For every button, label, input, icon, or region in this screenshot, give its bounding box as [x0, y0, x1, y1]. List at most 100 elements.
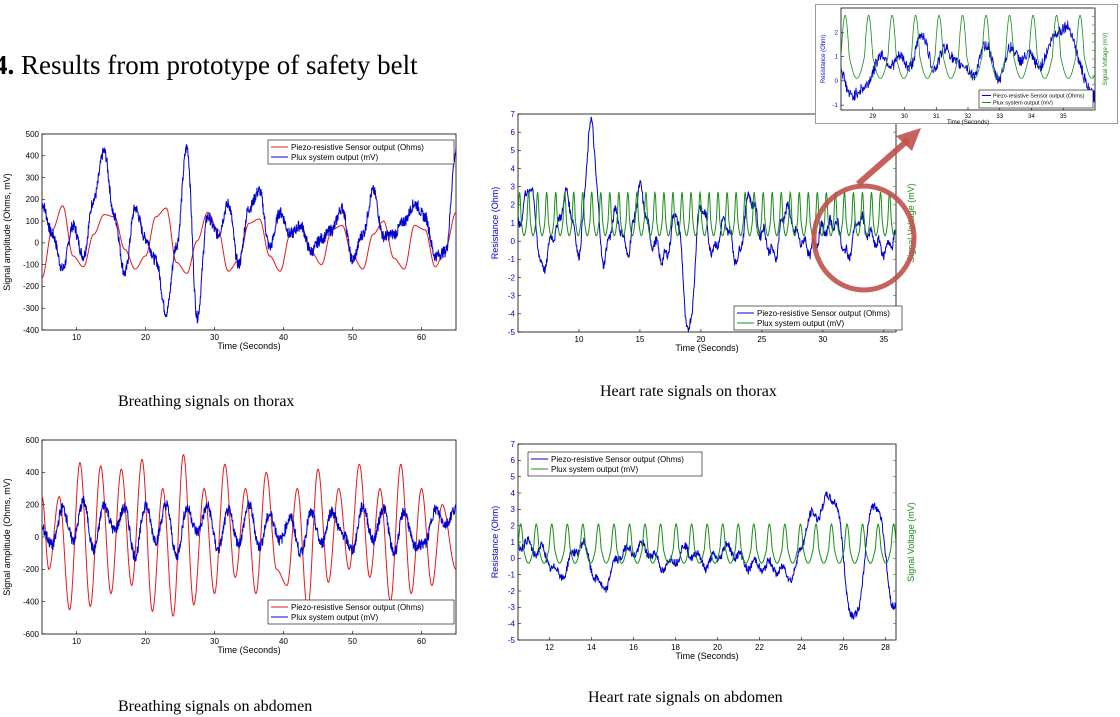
y-axis-label: Resistance (Ohm)	[490, 187, 500, 260]
heart-abdomen-chart: 12 14 16 18 20 22 24 26 28-5-4-3-2-101234567Time…	[490, 440, 916, 661]
x-tick-label: 12	[545, 643, 554, 652]
x-tick-label: 32	[965, 114, 972, 120]
y-tick-label: -100	[23, 260, 40, 269]
x-tick-label: 20	[696, 335, 705, 344]
x-tick-label: 26	[839, 643, 848, 652]
x-tick-label: 33	[996, 114, 1003, 120]
y-tick-label: -400	[23, 326, 40, 335]
y-tick-label: -4	[508, 310, 516, 319]
y-tick-label: 7	[511, 110, 516, 119]
x-axis-label: Time (Seconds)	[675, 651, 738, 661]
x-tick-label: 50	[348, 333, 357, 342]
x-tick-label: 10	[72, 333, 81, 342]
y-tick-label: 1	[511, 538, 516, 547]
y-tick-label: -1	[508, 255, 516, 264]
x-tick-label: 25	[757, 335, 766, 344]
x-tick-label: 10	[575, 335, 584, 344]
highlight-circle	[811, 183, 917, 293]
series-line-2	[42, 495, 456, 562]
x-tick-label: 30	[210, 333, 219, 342]
x-tick-label: 20	[141, 637, 150, 646]
series-line-1	[841, 20, 1095, 103]
series-line-2	[518, 190, 896, 237]
x-tick-label: 10	[72, 637, 81, 646]
legend-box	[733, 305, 903, 331]
y-tick-label: 200	[26, 195, 40, 204]
x-tick-label: 35	[879, 335, 888, 344]
x-tick-label: 30	[818, 335, 827, 344]
legend-label: Piezo-resistive Sensor output (Ohms)	[551, 455, 684, 464]
y-tick-label: 5	[511, 146, 516, 155]
y2-axis-label: Signal Voltage (mV)	[906, 502, 916, 582]
y-tick-label: 6	[511, 456, 516, 465]
caption-heart-abdomen: Heart rate signals on abdomen	[588, 689, 783, 706]
y-tick-label: -2	[508, 273, 516, 282]
x-tick-label: 18	[671, 643, 680, 652]
x-tick-label: 14	[587, 643, 596, 652]
y-tick-label: -3	[508, 603, 516, 612]
breathing-abdomen-chart: 10 20 30 40 50 60 -600 -400 -200 0 200 400 600 Time (…	[2, 436, 457, 655]
legend-box	[978, 89, 1094, 109]
y-tick-label: -200	[23, 282, 40, 291]
x-tick-label: 15	[635, 335, 644, 344]
x-axis-label: Time (Seconds)	[947, 120, 989, 126]
y-axis-label: Signal amplitude (Ohms, mV)	[2, 173, 12, 291]
x-tick-label: 22	[755, 643, 764, 652]
legend-label: Plux system output (mV)	[291, 153, 378, 162]
series-group	[42, 144, 456, 324]
breathing-thorax-chart: 10 20 30 40 50 60 -400 -300 -200 -100 0 100 200 300 40…	[2, 130, 457, 351]
legend-box	[267, 139, 455, 165]
y-tick-label: 2	[511, 201, 516, 210]
y-tick-label: -5	[508, 636, 516, 645]
legend-label: Piezo-resistive Sensor output (Ohms)	[757, 309, 890, 318]
x-tick-label: 35	[1060, 114, 1067, 120]
y-tick-label: 5	[511, 472, 516, 481]
x-tick-label: 60	[417, 637, 426, 646]
x-tick-label: 16	[629, 643, 638, 652]
y-tick-label: 3	[511, 505, 516, 514]
y-tick-label: 0	[511, 237, 516, 246]
series-group	[518, 116, 896, 332]
y-tick-label: 600	[26, 436, 40, 445]
series-line-1	[42, 453, 456, 617]
legend-label: Piezo-resistive Sensor output (Ohms)	[291, 143, 424, 152]
y-axis-label: Resistance (Ohm)	[490, 506, 500, 579]
x-tick-label: 40	[279, 333, 288, 342]
y-tick-label: 100	[26, 217, 40, 226]
x-tick-label: 50	[348, 637, 357, 646]
legend-box	[527, 451, 703, 477]
legend-label: Piezo-resistive Sensor output (Ohms)	[993, 94, 1085, 100]
series-line-2	[42, 144, 456, 324]
y-tick-label: 4	[511, 489, 516, 498]
heart-thorax-chart: 10 15 20 25 30 35 -5 -4 -3 -2 -1 0 1 2 3 4 5 6 7 Time (Seco…	[490, 110, 916, 353]
x-tick-label: 30	[210, 637, 219, 646]
caption-breathing-abdomen: Breathing signals on abdomen	[118, 698, 313, 715]
x-axis-label: Time (Seconds)	[217, 645, 280, 655]
legend-label: Plux system output (mV)	[993, 101, 1053, 107]
x-tick-label: 28	[881, 643, 890, 652]
x-tick-label: 20	[713, 643, 722, 652]
heart-thorax-zoom-chart: 29 30 31 32 33 34 35 -1 0 1 2 Time (Seconds) Resista…	[821, 7, 1109, 126]
series-line-2	[841, 14, 1095, 79]
legend-label: Plux system output (mV)	[551, 465, 638, 474]
y-tick-label: 200	[26, 500, 40, 509]
y-tick-label: 2	[511, 521, 516, 530]
x-tick-label: 60	[417, 333, 426, 342]
y-tick-label: -1	[833, 103, 839, 109]
legend-box	[267, 599, 455, 625]
y-tick-label: 400	[26, 468, 40, 477]
y-tick-label: 6	[511, 128, 516, 137]
title-number: 4.	[0, 50, 15, 80]
y2-axis-label: Signal Voltage (mV)	[1103, 32, 1109, 85]
x-axis-label: Time (Seconds)	[675, 343, 738, 353]
y-tick-label: -300	[23, 304, 40, 313]
y-tick-label: 1	[511, 219, 516, 228]
y-tick-label: -400	[23, 597, 40, 606]
zoom-arrow	[856, 137, 910, 187]
y-tick-label: -4	[508, 619, 516, 628]
y-tick-label: -200	[23, 565, 40, 574]
y-tick-label: 500	[26, 130, 40, 139]
series-group	[42, 453, 456, 617]
y-tick-label: -2	[508, 587, 516, 596]
